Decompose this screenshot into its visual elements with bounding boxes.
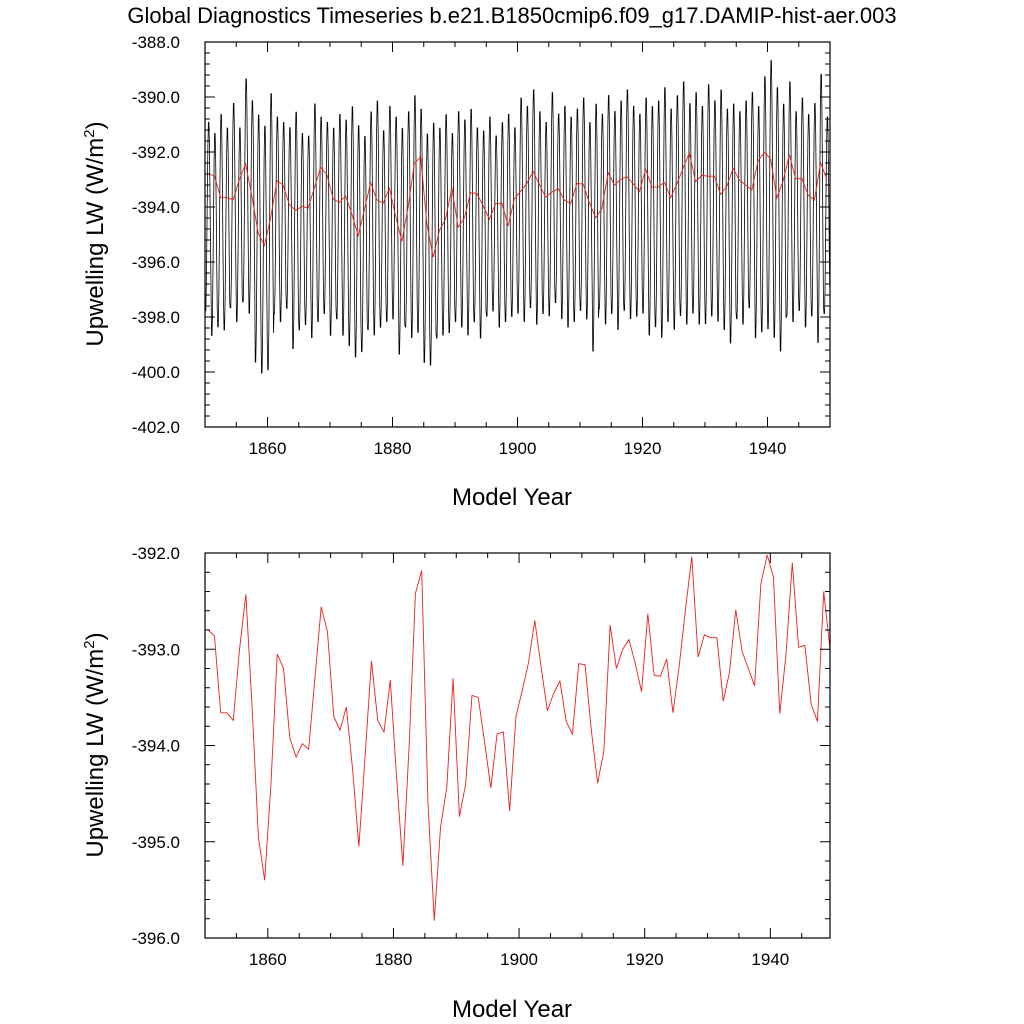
- x-tick-label: 1920: [626, 950, 664, 969]
- x-tick-label: 1880: [374, 439, 412, 458]
- y-tick-label: -392.0: [132, 544, 180, 563]
- x-tick-label: 1940: [749, 439, 787, 458]
- plot-area: -396.0-395.0-394.0-393.0-392.0 1860 1880 1…: [132, 544, 831, 969]
- x-tick-labels: 1860 1880 1900 1920 1940: [249, 439, 787, 458]
- monthly-series-line: [205, 60, 831, 374]
- x-axis-label: Model Year: [452, 484, 572, 511]
- x-tick-label: 1940: [751, 950, 789, 969]
- bottom-panel: -396.0-395.0-394.0-393.0-392.0 1860 1880 1…: [81, 544, 831, 1023]
- y-tick-label: -398.0: [132, 308, 180, 327]
- x-tick-label: 1920: [624, 439, 662, 458]
- x-tick-label: 1900: [500, 950, 538, 969]
- y-tick-label: -392.0: [132, 143, 180, 162]
- series-layer: [205, 60, 831, 374]
- annual-mean-series-line: [207, 554, 831, 921]
- y-tick-label: -402.0: [132, 418, 180, 437]
- y-tick-label: -393.0: [132, 640, 180, 659]
- y-tick-label: -396.0: [132, 253, 180, 272]
- y-tick-label: -394.0: [132, 198, 180, 217]
- y-tick-label: -390.0: [132, 88, 180, 107]
- y-tick-labels: -402.0 -400.0 -398.0 -396.0 -394.0 -392.0 -390…: [132, 33, 180, 437]
- y-tick-label: -400.0: [132, 363, 180, 382]
- x-tick-label: 1860: [249, 950, 287, 969]
- tick-layer: [204, 41, 831, 428]
- plot-area: -402.0 -400.0 -398.0 -396.0 -394.0 -392.0 -390…: [132, 33, 831, 458]
- y-tick-label: -388.0: [132, 33, 180, 52]
- y-tick-labels: -396.0 -395.0 -394.0 -393.0 -392.0: [132, 544, 180, 948]
- y-axis-label: Upwelling LW (W/m2): [81, 632, 109, 857]
- x-tick-label: 1860: [249, 439, 287, 458]
- top-panel: -402.0 -400.0 -398.0 -396.0 -394.0 -392.0 -390…: [81, 33, 831, 511]
- x-axis-label: Model Year: [452, 996, 572, 1023]
- x-tick-label: 1900: [499, 439, 537, 458]
- series-layer: [207, 554, 831, 921]
- x-tick-label: 1880: [375, 950, 413, 969]
- y-axis-label: Upwelling LW (W/m2): [81, 121, 109, 346]
- plot-frame: [204, 41, 831, 428]
- annual-mean-series-line: [208, 151, 828, 258]
- figure-title: Global Diagnostics Timeseries b.e21.B185…: [127, 3, 896, 28]
- tick-layer: [204, 552, 830, 939]
- y-tick-label: -396.0: [132, 929, 180, 948]
- x-tick-labels: 1860 1880 1900 1920 1940: [249, 950, 789, 969]
- y-tick-label: -395.0: [132, 833, 180, 852]
- y-tick-label: -394.0: [132, 737, 180, 756]
